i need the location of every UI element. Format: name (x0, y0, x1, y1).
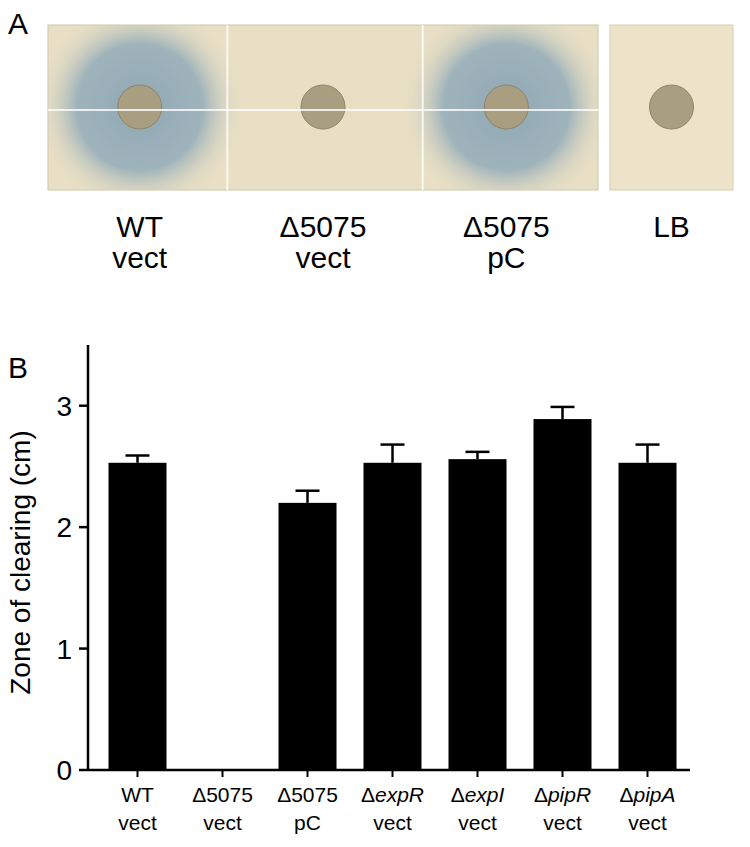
y-tick (79, 647, 88, 650)
error-cap (551, 406, 575, 409)
x-tick-label: ΔpipRvect (534, 783, 591, 834)
plate-label: LB (653, 210, 690, 243)
bar (534, 419, 592, 770)
clearing-zone (48, 25, 245, 190)
clearing-zone (401, 25, 598, 190)
x-tick-label: Δ5075pC (277, 783, 338, 834)
plate-group (650, 85, 694, 129)
bar (109, 463, 167, 770)
error-line (646, 445, 649, 463)
y-tick-label: 1 (56, 634, 72, 665)
disc (484, 85, 528, 129)
error-line (306, 491, 309, 503)
panel-label: A (8, 7, 28, 40)
error-cap (296, 489, 320, 492)
error-cap (381, 443, 405, 446)
y-axis (87, 345, 90, 770)
error-bar (551, 407, 575, 419)
disc (301, 85, 345, 129)
error-cap (466, 451, 490, 454)
disc (118, 85, 162, 129)
x-tick-label: WTvect (118, 783, 157, 834)
bar (619, 463, 677, 770)
bars (109, 407, 677, 770)
plate-grid (422, 25, 424, 190)
bar (449, 459, 507, 770)
plate-label: Δ5075vect (280, 210, 367, 274)
bar (364, 463, 422, 770)
error-bar (381, 445, 405, 463)
x-tick-label: Δ5075vect (192, 783, 253, 834)
x-tick-label: ΔexpIvect (451, 783, 505, 834)
x-tick-label: ΔexpRvect (361, 783, 424, 834)
x-axis (88, 769, 690, 772)
panel-label: B (8, 351, 28, 384)
y-tick (79, 769, 88, 772)
y-tick-label: 2 (56, 512, 72, 543)
figure-svg: A WTvect Δ5075vect Δ5075pC LB B WTvect Δ5075vec… (0, 0, 750, 847)
figure: A WTvect Δ5075vect Δ5075pC LB B WTvect Δ5075vec… (0, 0, 750, 847)
bar (279, 503, 337, 770)
error-bar (296, 491, 320, 503)
plate-group (48, 25, 598, 190)
y-axis-label: Zone of clearing (cm) (5, 430, 36, 695)
x-tick-label: ΔpipAvect (619, 783, 675, 834)
plate-grid (48, 109, 598, 111)
error-line (561, 407, 564, 419)
plate-label: WTvect (112, 210, 168, 274)
error-bar (126, 456, 150, 463)
error-bar (636, 445, 660, 463)
error-bar (466, 452, 490, 459)
error-cap (126, 454, 150, 457)
disc (650, 85, 694, 129)
plate-label: Δ5075pC (463, 210, 550, 274)
plate-grid (226, 25, 228, 190)
y-tick-label: 0 (56, 755, 72, 786)
error-line (391, 445, 394, 463)
y-tick (79, 404, 88, 407)
plate-photo (610, 25, 733, 190)
y-tick (79, 526, 88, 529)
y-tick-label: 3 (56, 391, 72, 422)
error-cap (636, 443, 660, 446)
